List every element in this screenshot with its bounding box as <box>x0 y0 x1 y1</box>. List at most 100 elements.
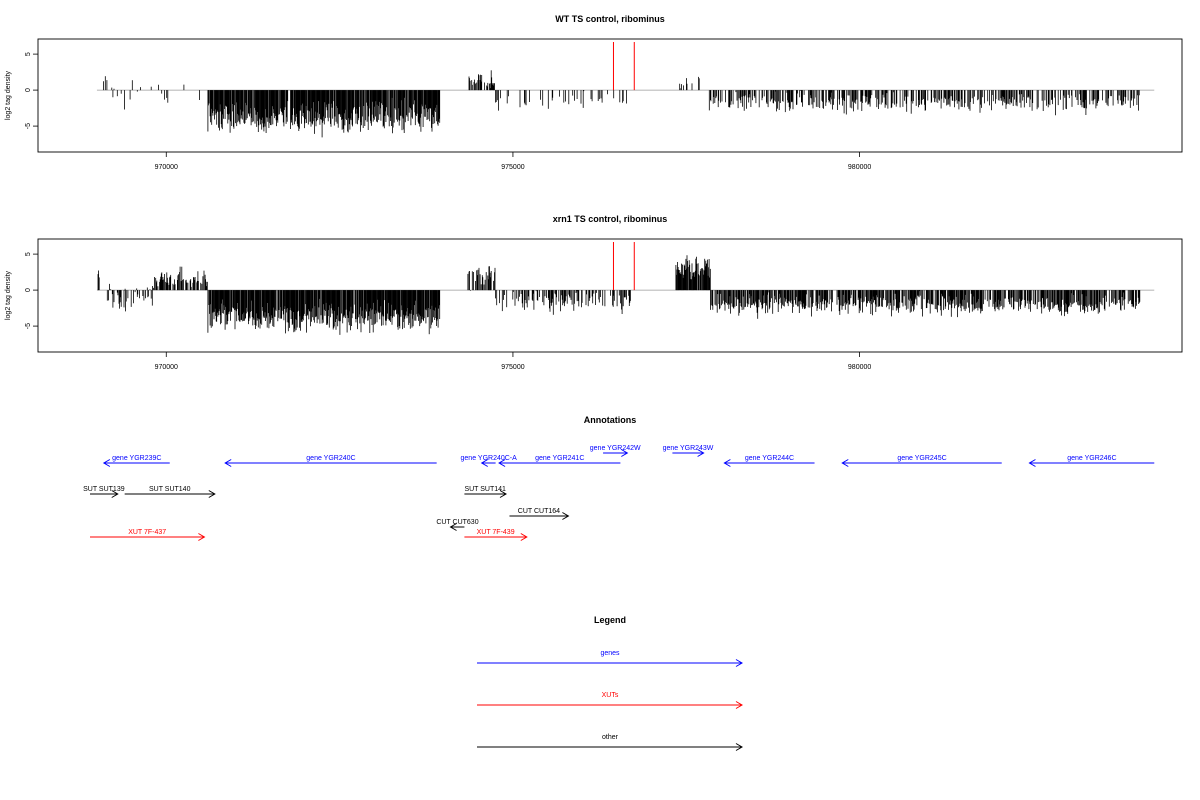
arrow-head <box>735 659 743 667</box>
feature-arrow <box>841 459 1002 467</box>
feature-label: gene YGR242W <box>590 445 641 452</box>
arrow-head <box>224 459 232 467</box>
feature-arrow <box>480 459 496 467</box>
feature-arrow <box>224 459 437 467</box>
x-tick-label: 980000 <box>848 364 871 371</box>
feature-gene: gene YGR241C <box>498 455 621 467</box>
feature-xut: XUT 7F-439 <box>464 529 528 541</box>
feature-arrow <box>102 459 170 467</box>
density-bars <box>97 255 1141 335</box>
legend-arrow <box>477 701 743 709</box>
feature-gene: gene YGR240C <box>224 455 437 467</box>
feature-arrow <box>1028 459 1155 467</box>
feature-gene: gene YGR243W <box>663 445 714 457</box>
y-axis-label: log2 tag density <box>5 270 12 320</box>
feature-other: CUT CUT164 <box>509 508 570 520</box>
feature-label: gene YGR241C <box>535 455 584 462</box>
feature-label: gene YGR240C <box>306 455 355 462</box>
legend-panel: Legend genes XUTs other <box>477 615 743 751</box>
legend-item-gene: genes <box>477 650 743 667</box>
feature-label: SUT SUT140 <box>149 486 191 493</box>
annotations-title: Annotations <box>584 415 637 425</box>
y-tick-label: 0 <box>25 288 32 292</box>
arrow-head <box>841 459 849 467</box>
feature-arrow <box>498 459 621 467</box>
arrow-head <box>198 533 206 541</box>
feature-other: CUT CUT630 <box>436 519 479 531</box>
arrow-head <box>499 490 507 498</box>
feature-label: XUT 7F-437 <box>128 529 166 536</box>
legend-item-xut: XUTs <box>477 692 743 709</box>
feature-other: SUT SUT140 <box>124 486 216 498</box>
y-tick-label: 5 <box>25 252 32 256</box>
feature-label: gene YGR244C <box>745 455 794 462</box>
feature-arrow <box>464 490 507 498</box>
arrow-head <box>697 449 705 457</box>
density-bars <box>103 70 1140 138</box>
chart-panel-1: WT TS control, ribominus log2 tag density… <box>5 14 1183 171</box>
arrow-head <box>520 533 528 541</box>
feature-label: XUT 7F-439 <box>477 529 515 536</box>
feature-gene: gene YGR239C <box>102 455 170 467</box>
feature-label: CUT CUT164 <box>518 508 560 515</box>
legend-arrow <box>477 743 743 751</box>
feature-label: CUT CUT630 <box>436 519 478 526</box>
feature-arrow <box>449 523 465 531</box>
y-tick-label: -5 <box>25 123 32 129</box>
legend-item-other: other <box>477 734 743 751</box>
feature-other: SUT SUT139 <box>83 486 125 498</box>
legend-arrow <box>477 659 743 667</box>
feature-xut: XUT 7F-437 <box>90 529 206 541</box>
arrow-head <box>208 490 216 498</box>
feature-label: gene YGR240C-A <box>461 455 518 462</box>
plot-frame <box>37 238 1183 353</box>
feature-label: SUT SUT141 <box>464 486 506 493</box>
feature-arrow <box>509 512 570 520</box>
x-tick-label: 970000 <box>155 364 178 371</box>
feature-arrow <box>723 459 815 467</box>
legend-label: other <box>602 734 619 741</box>
feature-arrow <box>90 533 206 541</box>
arrow-head <box>111 490 119 498</box>
legend-label: genes <box>600 650 620 657</box>
arrow-head <box>735 743 743 751</box>
arrow-head <box>562 512 570 520</box>
feature-label: SUT SUT139 <box>83 486 125 493</box>
feature-gene: gene YGR240C-A <box>461 455 518 467</box>
feature-arrow <box>90 490 119 498</box>
legend-title: Legend <box>594 615 626 625</box>
feature-gene: gene YGR242W <box>590 445 641 457</box>
x-tick-label: 970000 <box>155 164 178 171</box>
y-tick-label: 0 <box>25 88 32 92</box>
feature-gene: gene YGR245C <box>841 455 1002 467</box>
y-axis-label: log2 tag density <box>5 70 12 120</box>
arrow-head <box>723 459 731 467</box>
feature-arrow <box>464 533 528 541</box>
y-tick-label: -5 <box>25 323 32 329</box>
arrow-head <box>498 459 506 467</box>
feature-other: SUT SUT141 <box>464 486 507 498</box>
chart-title: xrn1 TS control, ribominus <box>553 214 668 224</box>
legend-label: XUTs <box>602 692 619 699</box>
feature-arrow <box>672 449 705 457</box>
y-tick-label: 5 <box>25 52 32 56</box>
feature-arrow <box>603 449 629 457</box>
plot-frame <box>37 38 1183 153</box>
feature-label: gene YGR246C <box>1067 455 1116 462</box>
arrow-head <box>735 701 743 709</box>
chart-title: WT TS control, ribominus <box>555 14 665 24</box>
chart-panel-2: xrn1 TS control, ribominus log2 tag densi… <box>5 214 1183 371</box>
feature-label: gene YGR239C <box>112 455 161 462</box>
x-tick-label: 975000 <box>501 364 524 371</box>
annotations-panel: Annotations gene YGR239C gene YGR240C gene … <box>83 415 1155 541</box>
arrow-head <box>1028 459 1036 467</box>
x-tick-label: 975000 <box>501 164 524 171</box>
feature-gene: gene YGR244C <box>723 455 815 467</box>
arrow-head <box>480 459 488 467</box>
feature-label: gene YGR243W <box>663 445 714 452</box>
feature-label: gene YGR245C <box>897 455 946 462</box>
feature-gene: gene YGR246C <box>1028 455 1155 467</box>
x-tick-label: 980000 <box>848 164 871 171</box>
feature-arrow <box>124 490 216 498</box>
